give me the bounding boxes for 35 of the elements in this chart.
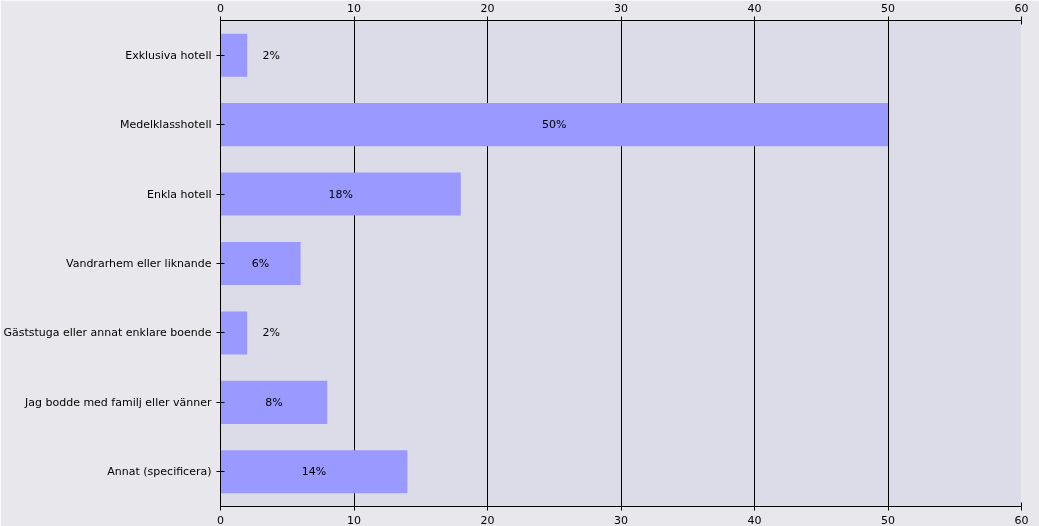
x2-tick-label: 20 <box>480 513 495 526</box>
x-tick-label: 60 <box>1014 1 1029 15</box>
y-tick-label: Jag bodde med familj eller vänner <box>23 395 212 409</box>
x2-tick-label: 10 <box>347 513 361 526</box>
x2-tick-label: 40 <box>747 513 762 526</box>
data-label: 6% <box>251 257 270 270</box>
bar <box>220 33 248 77</box>
data-label: 18% <box>328 187 353 201</box>
data-label: 50% <box>542 118 567 132</box>
y-tick-label: Vandrarhem eller liknande <box>66 257 212 270</box>
bar <box>220 450 408 494</box>
x2-tick-label: 60 <box>1014 513 1029 526</box>
data-label: 2% <box>262 326 280 340</box>
x-tick-label: 0 <box>217 1 224 15</box>
bar <box>220 103 888 147</box>
y-tick-label: Enkla hotell <box>147 187 212 201</box>
x-tick-label: 40 <box>747 1 762 15</box>
y-tick-label: Medelklasshotell <box>119 118 212 132</box>
y-tick-label: Annat (specificera) <box>107 465 212 479</box>
bar <box>220 172 461 216</box>
bar <box>220 311 248 355</box>
x-tick-label: 30 <box>614 1 628 15</box>
data-label: 8% <box>265 395 283 409</box>
x2-tick-label: 30 <box>614 513 628 526</box>
data-label: 2% <box>262 48 280 62</box>
bar <box>220 241 301 286</box>
y-tick-label: Exklusiva hotell <box>125 48 212 62</box>
x-tick-label: 10 <box>347 1 361 15</box>
y-tick-label: Gäststuga eller annat enklare boende <box>3 326 212 340</box>
x2-tick-label: 50 <box>881 513 895 526</box>
x-tick-label: 50 <box>881 1 895 15</box>
bar <box>220 380 328 424</box>
x-tick-label: 20 <box>480 1 495 15</box>
data-label: 14% <box>301 465 327 479</box>
x2-tick-label: 0 <box>217 513 224 526</box>
